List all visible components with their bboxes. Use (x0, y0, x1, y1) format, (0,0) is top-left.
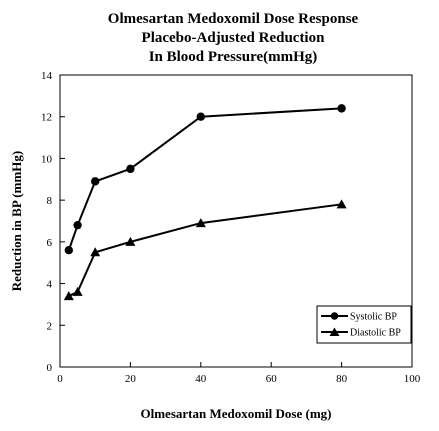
x-tick-label: 60 (266, 373, 278, 385)
data-point-diastolic (63, 291, 74, 301)
y-tick-label: 12 (41, 112, 52, 124)
y-tick-label: 2 (47, 320, 53, 332)
y-tick-label: 14 (41, 70, 53, 82)
data-point-systolic (64, 246, 74, 255)
legend-label-diastolic: Diastolic BP (350, 328, 401, 339)
chart-title-line-2: Placebo-Adjusted Reduction (142, 30, 326, 46)
legend-marker-diastolic-icon (329, 327, 340, 336)
data-point-diastolic (125, 236, 136, 246)
data-point-diastolic (336, 199, 347, 209)
chart-title: Olmesartan Medoxomil Dose Response Place… (108, 11, 359, 65)
data-point-systolic (91, 177, 100, 186)
y-axis-label: Reduction in BP (mmHg) (9, 151, 24, 291)
y-tick-label: 8 (47, 195, 53, 207)
x-tick-label: 20 (125, 373, 137, 385)
y-tick-label: 10 (41, 153, 53, 165)
legend-box (316, 305, 412, 344)
x-axis-label: Olmesartan Medoxomil Dose (mg) (141, 406, 332, 421)
x-tick-label: 100 (404, 373, 421, 385)
y-tick-label: 6 (47, 237, 53, 249)
y-axis-ticks: 0 2 4 6 8 10 12 14 (41, 70, 65, 374)
series-layer (63, 104, 347, 301)
chart-title-line-1: Olmesartan Medoxomil Dose Response (108, 11, 359, 27)
x-tick-label: 0 (57, 373, 63, 385)
y-tick-label: 4 (47, 279, 53, 291)
x-tick-label: 80 (336, 373, 348, 385)
x-axis-ticks: 0 20 40 60 80 100 (57, 362, 421, 385)
legend-label-systolic: Systolic BP (350, 312, 397, 323)
chart-title-line-3: In Blood Pressure(mmHg) (149, 49, 318, 65)
data-point-diastolic (90, 247, 101, 257)
data-point-systolic (337, 104, 346, 113)
legend: Systolic BP Diastolic BP (316, 305, 412, 344)
x-tick-label: 40 (195, 373, 207, 385)
y-tick-label: 0 (47, 362, 53, 374)
series-line-diastolic (68, 203, 342, 297)
data-point-diastolic (72, 286, 83, 296)
data-point-systolic (196, 112, 205, 121)
legend-marker-systolic-icon (330, 312, 339, 320)
plot-area-frame (59, 74, 413, 368)
series-line-systolic (67, 107, 342, 251)
data-point-systolic (73, 220, 82, 230)
data-point-diastolic (195, 218, 206, 228)
data-point-systolic (126, 164, 135, 174)
